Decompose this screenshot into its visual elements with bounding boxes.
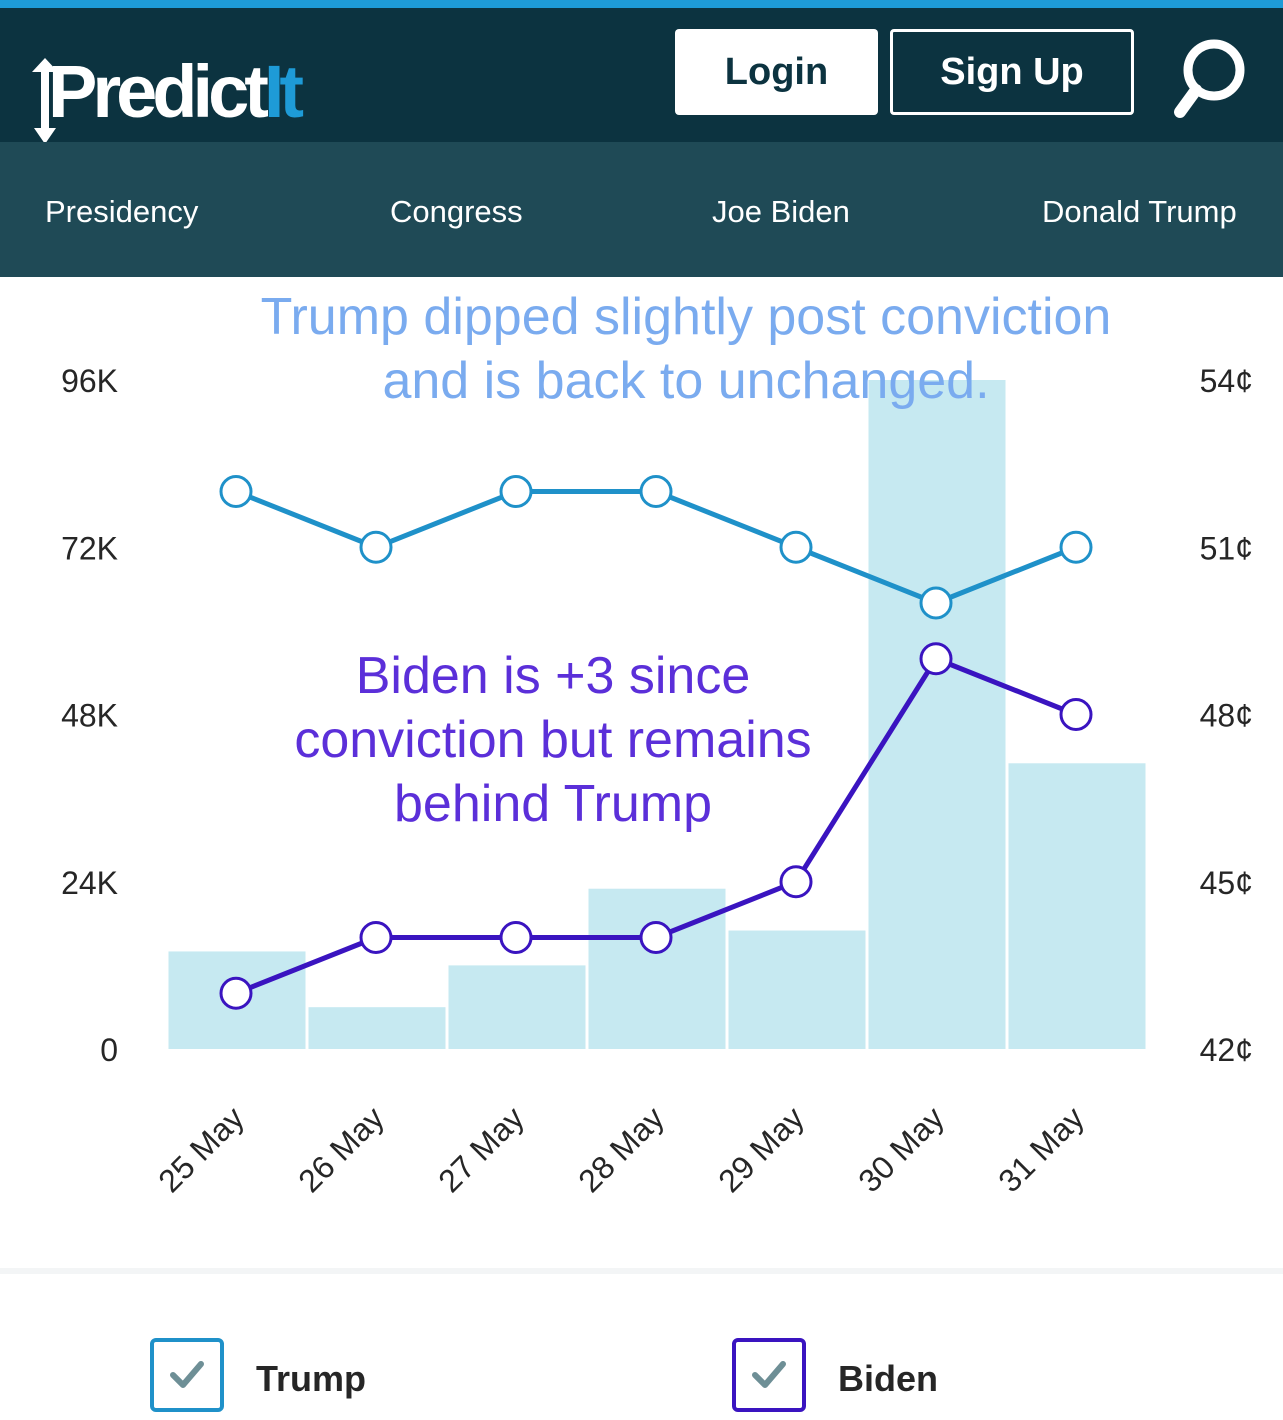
biden-annotation-line: conviction but remains xyxy=(294,711,812,769)
volume-bar xyxy=(728,930,866,1049)
x-tick-label: 28 May xyxy=(571,1099,671,1199)
volume-bar xyxy=(1008,763,1146,1049)
main-nav: Presidency Congress Joe Biden Donald Tru… xyxy=(0,142,1283,277)
checkmark-icon xyxy=(752,1361,786,1388)
y-right-tick-label: 45¢ xyxy=(1200,865,1253,901)
volume-bar xyxy=(308,1007,446,1049)
y-left-tick-label: 72K xyxy=(61,530,118,566)
biden-annotation-line: behind Trump xyxy=(394,775,712,833)
nav-item-donald-trump[interactable]: Donald Trump xyxy=(1042,194,1237,229)
point-trump xyxy=(639,475,673,508)
y-right-tick-label: 54¢ xyxy=(1200,363,1253,399)
x-tick-label: 25 May xyxy=(151,1099,251,1199)
point-biden xyxy=(499,921,533,954)
nav-item-presidency[interactable]: Presidency xyxy=(45,194,199,229)
logo-arrow-icon xyxy=(32,58,58,144)
point-trump xyxy=(219,475,253,508)
point-trump xyxy=(919,586,953,620)
biden-annotation-line: Biden is +3 since xyxy=(355,647,751,705)
y-left-tick-label: 0 xyxy=(100,1032,118,1068)
trump-annotation: Trump dipped slightly post conviction an… xyxy=(180,285,1192,413)
y-left-tick-label: 24K xyxy=(61,865,118,901)
nav-item-congress[interactable]: Congress xyxy=(390,194,523,229)
point-trump xyxy=(359,530,393,564)
biden-annotation: Biden is +3 since conviction but remains… xyxy=(230,644,876,836)
point-biden xyxy=(219,976,253,1010)
y-left-tick-label: 48K xyxy=(61,698,118,734)
site-header: PredictIt Login Sign Up xyxy=(0,8,1283,144)
price-volume-chart: 0 24K 48K 72K 96K 42¢ 45¢ 48¢ 51¢ 54¢ 25 May 26 May… xyxy=(61,363,1253,1199)
point-biden xyxy=(919,642,953,676)
y-right-tick-label: 42¢ xyxy=(1200,1032,1253,1068)
point-biden xyxy=(1059,698,1093,731)
top-accent-line xyxy=(0,0,1283,8)
point-biden xyxy=(359,921,393,954)
y-left-tick-label: 96K xyxy=(61,363,118,399)
x-tick-label: 29 May xyxy=(711,1099,811,1199)
legend-divider xyxy=(0,1268,1283,1274)
x-tick-label: 30 May xyxy=(851,1099,951,1199)
predictit-logo[interactable]: PredictIt xyxy=(30,48,340,144)
x-tick-label: 31 May xyxy=(991,1099,1091,1199)
y-right-tick-label: 48¢ xyxy=(1200,698,1253,734)
volume-bar xyxy=(448,965,586,1049)
y-right-tick-label: 51¢ xyxy=(1200,530,1253,566)
search-icon[interactable] xyxy=(1172,36,1248,124)
x-tick-label: 27 May xyxy=(431,1099,531,1199)
trump-checkbox[interactable] xyxy=(150,1338,224,1412)
point-trump xyxy=(779,530,813,564)
point-trump xyxy=(1059,530,1093,564)
trump-annotation-line: and is back to unchanged. xyxy=(382,352,990,410)
point-biden xyxy=(639,921,673,954)
x-tick-label: 26 May xyxy=(291,1099,391,1199)
checkmark-icon xyxy=(170,1361,204,1388)
legend-label: Trump xyxy=(256,1358,367,1399)
biden-checkbox[interactable] xyxy=(732,1338,806,1412)
trump-annotation-line: Trump dipped slightly post conviction xyxy=(260,288,1112,346)
volume-bar xyxy=(588,888,726,1049)
volume-bar xyxy=(868,380,1006,1049)
login-button[interactable]: Login xyxy=(675,29,878,115)
nav-item-joe-biden[interactable]: Joe Biden xyxy=(712,194,850,229)
signup-button[interactable]: Sign Up xyxy=(890,29,1134,115)
point-biden xyxy=(779,865,813,899)
point-trump xyxy=(499,475,533,508)
legend-label: Biden xyxy=(838,1358,939,1399)
